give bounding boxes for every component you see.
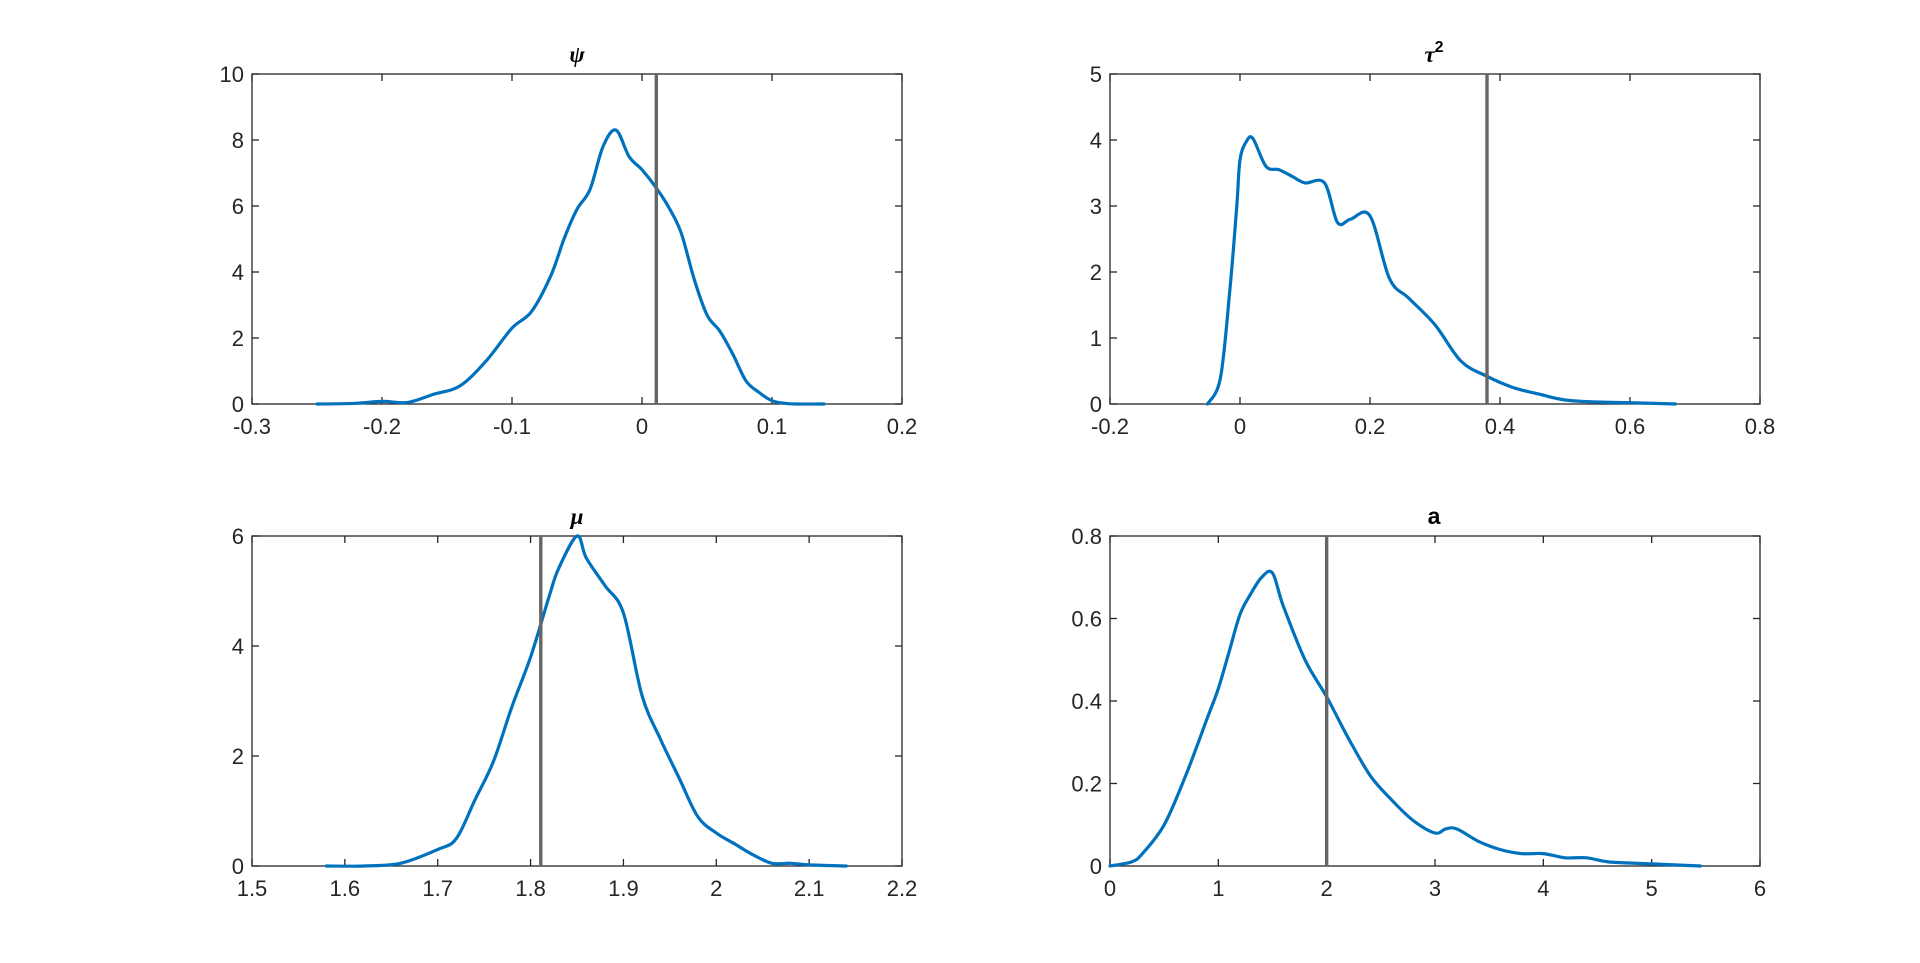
y-tick-label: 2 [232,744,244,769]
x-tick-label: 5 [1646,876,1658,901]
axes-box [251,73,903,405]
x-tick-label: 0.8 [1745,414,1776,439]
y-tick-label: 6 [232,194,244,219]
x-tick-label: 2 [1321,876,1333,901]
y-tick-label: 0 [1090,392,1102,417]
panel-title: μ [570,504,584,529]
axes-box [251,535,903,867]
x-tick-label: 0 [636,414,648,439]
x-tick-label: 4 [1537,876,1549,901]
x-tick-label: 1 [1212,876,1224,901]
y-tick-label: 8 [232,128,244,153]
y-tick-label: 0 [232,392,244,417]
y-tick-label: 3 [1090,194,1102,219]
panel-title: τ2 [1424,39,1443,67]
y-tick-label: 2 [1090,260,1102,285]
y-tick-label: 1 [1090,326,1102,351]
y-tick-label: 4 [232,260,244,285]
x-tick-label: -0.2 [1091,414,1129,439]
y-tick-label: 4 [1090,128,1102,153]
x-tick-label: 1.8 [515,876,546,901]
y-tick-label: 2 [232,326,244,351]
x-tick-label: 0.2 [887,414,918,439]
panel-title-base: τ [1424,42,1435,67]
y-tick-label: 0.4 [1071,689,1102,714]
x-tick-label: 1.7 [422,876,453,901]
y-tick-label: 6 [232,524,244,549]
x-tick-label: 1.9 [608,876,639,901]
x-tick-label: -0.3 [233,414,271,439]
x-tick-label: 1.6 [330,876,361,901]
y-tick-label: 0.8 [1071,524,1102,549]
y-tick-label: 10 [220,62,244,87]
y-tick-label: 4 [232,634,244,659]
x-tick-label: 0.2 [1355,414,1386,439]
axes-box [1109,535,1761,867]
panel-title: a [1428,503,1441,529]
y-tick-label: 5 [1090,62,1102,87]
density-curve [324,534,848,868]
density-curve [315,128,826,406]
psi-density-panel: ψ -0.3 -0.2 -0.1 0 0.1 0.2 0 2 4 6 8 10 [220,42,918,439]
x-tick-label: -0.1 [493,414,531,439]
x-tick-label: -0.2 [363,414,401,439]
y-tick-label: 0.2 [1071,772,1102,797]
x-tick-label: 3 [1429,876,1441,901]
mu-density-panel: μ 1.5 1.6 1.7 1.8 1.9 2 2.1 2.2 0 2 4 6 [232,504,918,901]
x-tick-label: 1.5 [237,876,268,901]
x-tick-label: 6 [1754,876,1766,901]
y-tick-label: 0 [232,854,244,879]
a-density-panel: a 0 1 2 3 4 5 6 0 0.2 0.4 0.6 0.8 [1071,503,1766,901]
x-tick-label: 0.6 [1615,414,1646,439]
x-tick-label: 0.1 [757,414,788,439]
y-tick-label: 0.6 [1071,607,1102,632]
x-tick-label: 0.4 [1485,414,1516,439]
x-tick-label: 2.1 [794,876,825,901]
density-curve [1108,569,1702,868]
x-tick-label: 2.2 [887,876,918,901]
x-tick-label: 0 [1234,414,1246,439]
axes-box [1109,73,1761,405]
y-tick-label: 0 [1090,854,1102,879]
density-curve [1205,135,1678,406]
panel-title-superscript: 2 [1435,39,1444,56]
x-tick-label: 0 [1104,876,1116,901]
panel-title: ψ [569,42,585,67]
x-tick-label: 2 [710,876,722,901]
